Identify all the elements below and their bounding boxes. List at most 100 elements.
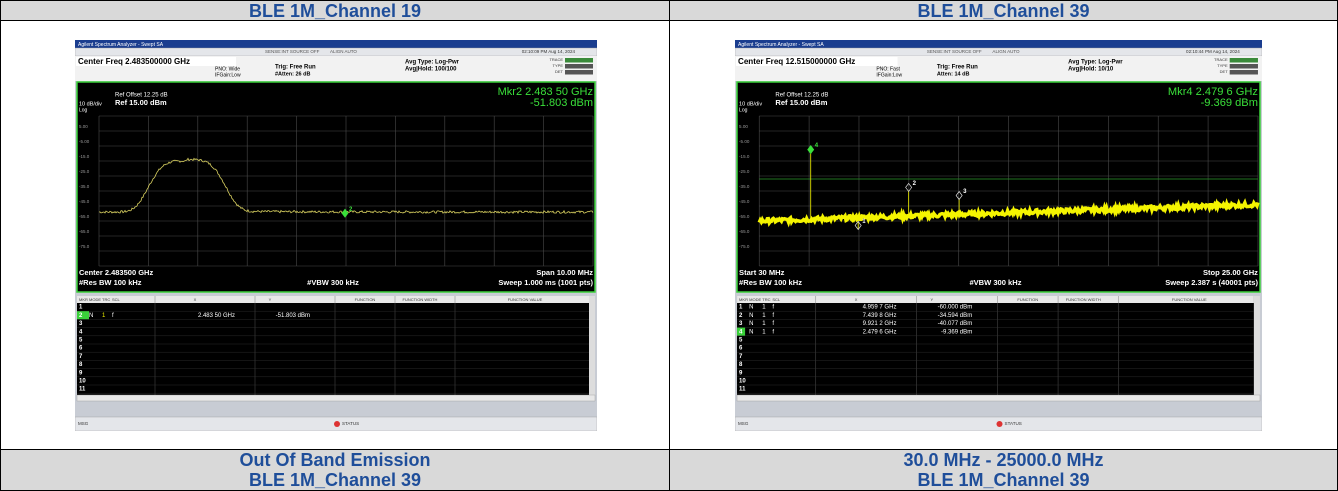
table-cell: -51.803 dBm: [276, 313, 310, 319]
sweep-info: #Res BW 100 kHz: [739, 278, 802, 287]
header-text: BLE 1M_Channel 19: [249, 1, 421, 21]
ifgain: IFGain:Low: [215, 72, 241, 78]
table-header: SCL: [112, 297, 121, 302]
trace-label: TRACE: [549, 57, 563, 62]
avg-type: Avg Type: Log-Pwr: [405, 60, 460, 66]
status-icon: [334, 421, 340, 427]
table-header: FUNCTION VALUE: [1172, 297, 1207, 302]
align-status: ALIGN AUTO: [330, 49, 357, 54]
align-status: ALIGN AUTO: [992, 49, 1020, 54]
table-cell: 9.921 2 GHz: [863, 321, 897, 327]
status-icon: [996, 421, 1002, 427]
y-label: -55.0: [79, 214, 90, 219]
table-cell: -9.369 dBm: [941, 329, 972, 335]
trace-label: DET: [1220, 69, 1229, 74]
ref-level: Ref 15.00 dBm: [775, 98, 827, 107]
window-title: Agilent Spectrum Analyzer - Swept SA: [738, 42, 824, 48]
y-label: -45.0: [79, 199, 90, 204]
sweep-info: Center 2.483500 GHz: [79, 268, 153, 277]
sense-status: SENSE:INT SOURCE OFF: [927, 49, 982, 54]
table-cell: 11: [79, 387, 86, 393]
ifgain: IFGain:Low: [876, 72, 902, 78]
table-scrollbar: [589, 296, 595, 395]
table-cell: 10: [79, 378, 86, 384]
center-freq: Center Freq 12.515000000 GHz: [738, 57, 855, 66]
sense-status: SENSE:INT SOURCE OFF: [265, 49, 320, 54]
y-label: -55.0: [739, 214, 750, 219]
window-title: Agilent Spectrum Analyzer - Swept SA: [78, 42, 164, 48]
table-cell: -40.077 dBm: [938, 321, 973, 327]
sweep-info: Start 30 MHz: [739, 268, 785, 277]
footer-text: 30.0 MHz - 25000.0 MHz: [903, 450, 1103, 470]
avg-hold: Avg|Hold: 100/100: [405, 67, 457, 73]
trace-indicator: [1230, 64, 1258, 69]
header-cell: BLE 1M_Channel 19: [0, 0, 670, 21]
msg-label: MSG: [78, 421, 89, 426]
footer-text: Out Of Band Emission: [239, 450, 430, 470]
graph-panel: [737, 82, 1260, 292]
table-cell: -60.000 dBm: [938, 305, 973, 311]
y-label: -15.0: [739, 154, 750, 159]
y-label: -5.00: [79, 139, 90, 144]
header-text: BLE 1M_Channel 39: [917, 1, 1089, 21]
sweep-info: #VBW 300 kHz: [969, 278, 1021, 287]
trace-indicator: [565, 64, 593, 69]
table-header: TRC: [102, 297, 110, 302]
footer-cell: 30.0 MHz - 25000.0 MHz BLE 1M_Channel 39: [669, 449, 1338, 491]
table-cell: N: [749, 321, 753, 327]
log-label: Log: [79, 107, 88, 113]
table-header: MODE: [89, 297, 101, 302]
table-cell: 2.483 50 GHz: [198, 313, 235, 319]
trace-label: DET: [555, 69, 564, 74]
table-header: SCL: [772, 297, 781, 302]
status-label: STATUS: [1005, 421, 1022, 426]
table-cell: 11: [739, 387, 746, 393]
trace-indicator: [565, 70, 593, 75]
analyzer-screenshot: Agilent Spectrum Analyzer - Swept SA SENS…: [75, 40, 597, 431]
table-cell: N: [89, 313, 93, 319]
trace-label: TRACE: [1214, 57, 1228, 62]
trace-indicator: [565, 58, 593, 63]
footer-cell: Out Of Band Emission BLE 1M_Channel 39: [0, 449, 670, 491]
table-bg: [737, 296, 1254, 395]
sweep-info: Span 10.00 MHz: [536, 268, 593, 277]
trace-indicator: [1230, 58, 1258, 63]
y-label: 5.00: [79, 124, 88, 129]
table-cell: 10: [739, 379, 746, 385]
y-label: -65.0: [739, 229, 750, 234]
table-header: FUNCTION VALUE: [508, 297, 543, 302]
avg-hold: Avg|Hold: 10/10: [1068, 67, 1114, 73]
table-header: MODE: [749, 297, 761, 302]
y-label: -65.0: [79, 229, 90, 234]
y-label: -25.0: [79, 169, 90, 174]
y-label: -35.0: [79, 184, 90, 189]
table-header: FUNCTION: [355, 297, 376, 302]
trace-indicator: [1230, 70, 1258, 75]
table-cell: N: [749, 305, 753, 311]
y-label: -75.0: [739, 244, 750, 249]
table-scrollbar: [1254, 296, 1260, 395]
log-label: Log: [739, 107, 748, 113]
timestamp: 02:10:09 PM Aug 14, 2024: [522, 49, 576, 54]
sweep-info: Stop 25.00 GHz: [1203, 268, 1258, 277]
y-label: -25.0: [739, 169, 750, 174]
marker-readout: -51.803 dBm: [530, 97, 593, 109]
sweep-info: Sweep 2.387 s (40001 pts): [1165, 278, 1258, 287]
footer-text: BLE 1M_Channel 39: [249, 470, 421, 490]
page: BLE 1M_Channel 19 BLE 1M_Channel 39 Out …: [0, 0, 1338, 491]
graph-panel: [77, 82, 595, 292]
sweep-info: #VBW 300 kHz: [307, 278, 359, 287]
table-cell: 7.439 8 GHz: [863, 313, 897, 319]
table-header: FUNCTION WIDTH: [403, 297, 438, 302]
y-label: -15.0: [79, 154, 90, 159]
table-header: FUNCTION: [1017, 297, 1038, 302]
footer-text: BLE 1M_Channel 39: [917, 470, 1089, 490]
trig: Trig: Free Run: [937, 65, 978, 71]
table-bg: [77, 296, 589, 395]
table-header: Y: [269, 297, 272, 302]
timestamp: 02:10:44 PM Aug 14, 2024: [1186, 49, 1240, 54]
atten: #Atten: 26 dB: [275, 71, 310, 77]
y-label: 5.00: [739, 124, 748, 129]
table-header: FUNCTION WIDTH: [1066, 297, 1101, 302]
trace-label: TYPE: [553, 63, 564, 68]
